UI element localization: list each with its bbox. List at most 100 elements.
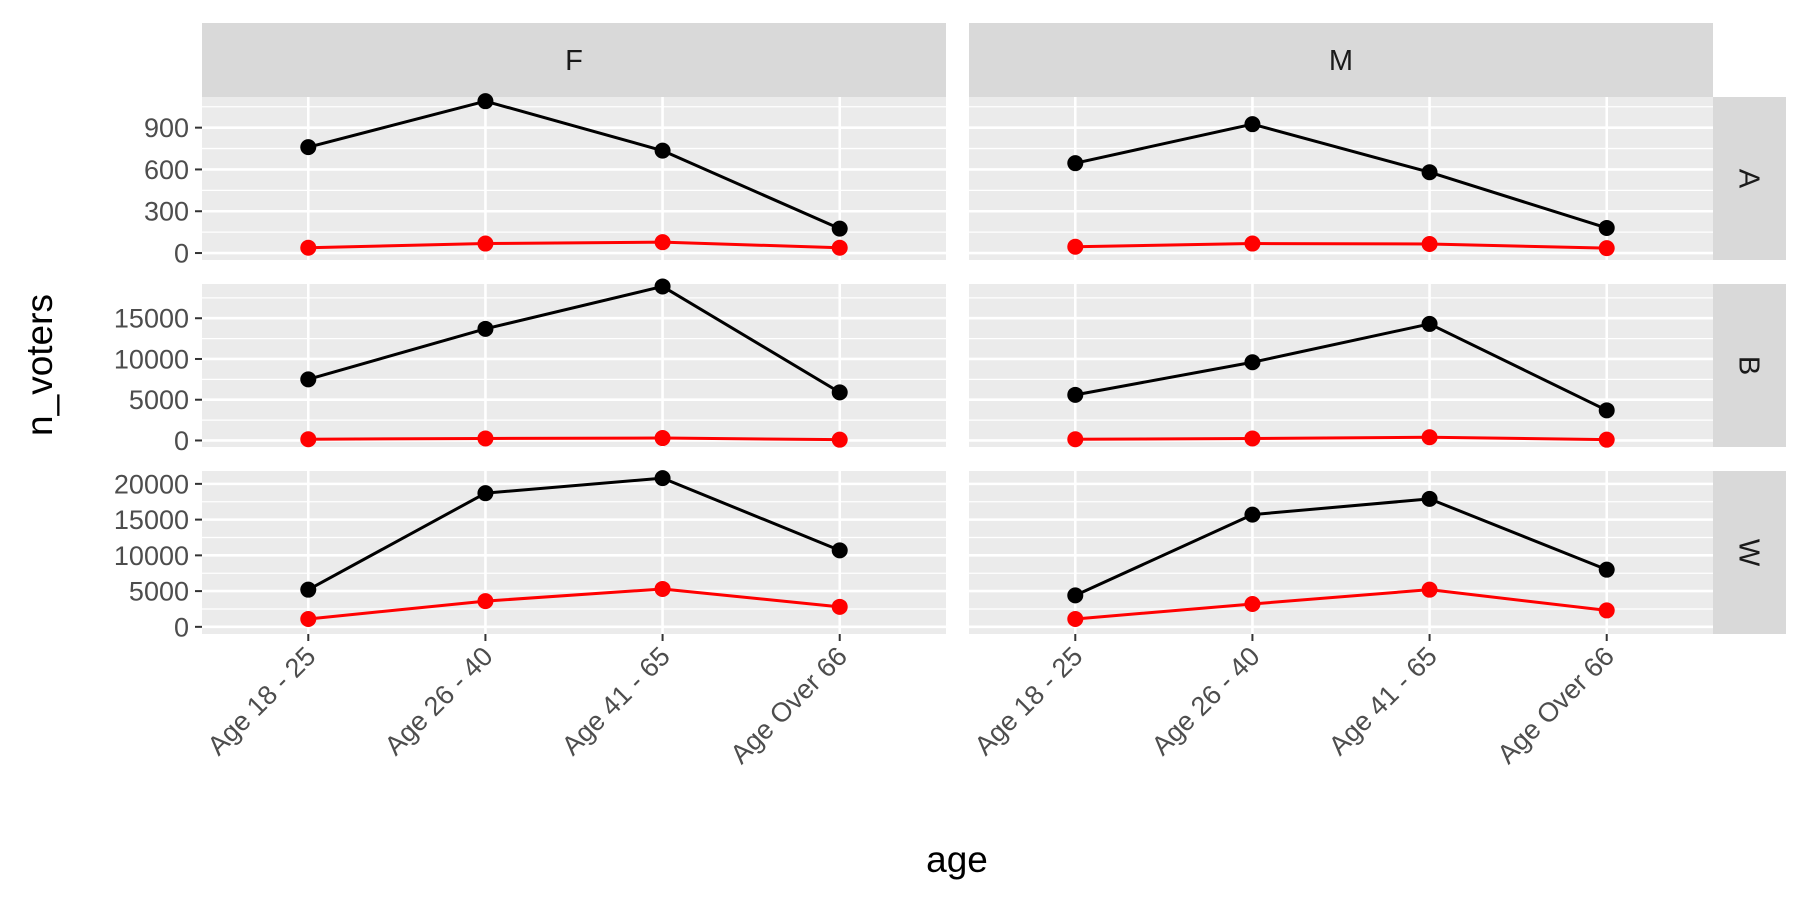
panel-background xyxy=(202,471,946,634)
data-point-age-41-65-series-1 xyxy=(1421,315,1438,332)
y-axes: 0 300 600 900 0 5000 10000 15000 0 5000 10000 15000… xyxy=(114,113,202,642)
row-strip-b xyxy=(1713,284,1786,447)
data-point-age-18-25-series-2 xyxy=(300,610,317,627)
data-point-age-18-25-series-1 xyxy=(1067,587,1084,604)
panel-w-f xyxy=(202,470,946,634)
data-point-age-26-40-series-2 xyxy=(477,430,494,447)
data-point-age-41-65-series-2 xyxy=(654,430,671,447)
data-point-age-over-66-series-1 xyxy=(831,220,848,237)
data-point-age-over-66-series-1 xyxy=(1598,561,1615,578)
series-line-1 xyxy=(307,284,841,394)
y-axis-title: n_voters xyxy=(19,294,60,436)
data-point-age-over-66-series-2 xyxy=(1598,431,1615,448)
data-point-age-26-40-series-2 xyxy=(1244,430,1261,447)
data-point-age-over-66-series-2 xyxy=(831,431,848,448)
data-point-age-over-66-series-1 xyxy=(831,542,848,559)
data-point-age-26-40-series-2 xyxy=(477,593,494,610)
data-point-age-18-25-series-1 xyxy=(300,581,317,598)
data-point-age-over-66-series-2 xyxy=(1598,240,1615,257)
data-point-age-18-25-series-1 xyxy=(300,371,317,388)
y-tick-label-b: 0 xyxy=(174,426,189,456)
x-tick-label-age-26-40: Age 26 - 40 xyxy=(379,641,499,761)
x-axes: Age 18 - 25 Age 26 - 40 Age 41 - 65 Age Ove… xyxy=(202,634,1620,769)
data-point-age-26-40-series-1 xyxy=(477,485,494,502)
y-tick-label-w: 20000 xyxy=(114,469,189,499)
data-point-age-26-40-series-1 xyxy=(1244,506,1261,523)
panel-b-f xyxy=(202,278,946,448)
series-line-2 xyxy=(1075,242,1607,250)
data-point-age-41-65-series-1 xyxy=(654,142,671,159)
row-strip-w xyxy=(1713,471,1786,634)
series-line-1 xyxy=(307,476,841,591)
data-point-age-26-40-series-1 xyxy=(477,93,494,110)
y-tick-label-b: 10000 xyxy=(114,344,189,374)
data-point-age-26-40-series-1 xyxy=(1244,354,1261,371)
data-point-age-41-65-series-1 xyxy=(654,278,671,295)
series-line-1 xyxy=(1074,122,1608,230)
y-tick-label-w: 0 xyxy=(174,612,189,642)
data-point-age-41-65-series-2 xyxy=(654,234,671,251)
series-line-2 xyxy=(1075,435,1607,442)
data-point-age-over-66-series-1 xyxy=(831,384,848,401)
x-tick-label-age-26-40: Age 26 - 40 xyxy=(1146,641,1266,761)
column-strip-label-f: F xyxy=(565,45,583,77)
panel-background xyxy=(202,97,946,260)
x-tick-label-age-18-25: Age 18 - 25 xyxy=(202,641,322,761)
panel-a-m xyxy=(969,97,1713,260)
series-line-1 xyxy=(1074,497,1608,597)
data-point-age-26-40-series-1 xyxy=(477,320,494,337)
data-point-age-26-40-series-1 xyxy=(1244,116,1261,133)
data-point-age-41-65-series-1 xyxy=(1421,490,1438,507)
y-tick-label-a: 0 xyxy=(174,239,189,269)
x-tick-label-age-41-65: Age 41 - 65 xyxy=(1323,641,1443,761)
column-strip-m xyxy=(969,23,1713,97)
x-tick-label-age-18-25: Age 18 - 25 xyxy=(969,641,1089,761)
data-point-age-41-65-series-2 xyxy=(654,580,671,597)
data-point-age-41-65-series-2 xyxy=(1421,429,1438,446)
data-point-age-26-40-series-2 xyxy=(1244,235,1261,252)
data-point-age-18-25-series-1 xyxy=(1067,155,1084,172)
data-point-age-over-66-series-2 xyxy=(831,239,848,256)
data-point-age-41-65-series-2 xyxy=(1421,581,1438,598)
column-strip-f xyxy=(202,23,946,97)
data-point-age-41-65-series-1 xyxy=(654,470,671,487)
panel-a-f xyxy=(202,93,946,260)
column-strip-label-m: M xyxy=(1329,45,1353,77)
series-line-1 xyxy=(307,99,841,231)
panel-background xyxy=(969,97,1713,260)
y-tick-label-w: 10000 xyxy=(114,541,189,571)
panel-background xyxy=(969,284,1713,447)
row-strip-label-w: W xyxy=(1733,539,1765,567)
data-point-age-41-65-series-1 xyxy=(1421,164,1438,181)
series-line-2 xyxy=(308,436,840,442)
facet-strips: F M A B W xyxy=(202,23,1786,634)
data-point-age-18-25-series-2 xyxy=(300,239,317,256)
y-tick-label-a: 900 xyxy=(144,113,189,143)
row-strip-label-a: A xyxy=(1733,169,1765,189)
series-line-2 xyxy=(1075,588,1607,621)
panel-w-m xyxy=(969,471,1713,634)
data-point-age-18-25-series-2 xyxy=(1067,431,1084,448)
row-strip-a xyxy=(1713,97,1786,260)
data-point-age-over-66-series-1 xyxy=(1598,402,1615,419)
y-tick-label-w: 5000 xyxy=(129,577,189,607)
data-point-age-26-40-series-2 xyxy=(477,235,494,252)
data-point-age-26-40-series-2 xyxy=(1244,595,1261,612)
data-point-age-18-25-series-1 xyxy=(300,139,317,156)
x-tick-label-age-over-66: Age Over 66 xyxy=(1492,641,1620,769)
x-tick-label-age-41-65: Age 41 - 65 xyxy=(556,641,676,761)
data-point-age-41-65-series-2 xyxy=(1421,235,1438,252)
data-point-age-over-66-series-2 xyxy=(1598,602,1615,619)
data-point-age-18-25-series-2 xyxy=(300,431,317,448)
y-tick-label-a: 300 xyxy=(144,197,189,227)
x-axis-title: age xyxy=(926,839,988,880)
y-tick-label-b: 15000 xyxy=(114,304,189,334)
data-point-age-over-66-series-2 xyxy=(831,598,848,615)
y-tick-label-w: 15000 xyxy=(114,505,189,535)
series-line-2 xyxy=(308,240,840,250)
data-point-age-over-66-series-1 xyxy=(1598,219,1615,236)
row-strip-label-b: B xyxy=(1733,356,1765,375)
panel-b-m xyxy=(969,284,1713,448)
series-line-1 xyxy=(1075,322,1608,412)
